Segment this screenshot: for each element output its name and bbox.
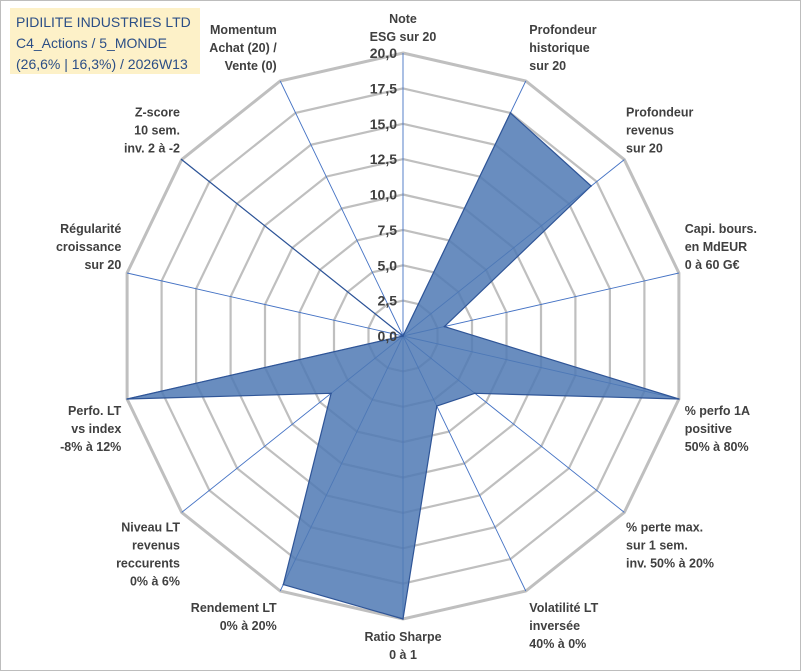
- axis-label-13: Momentum Achat (20) / Vente (0): [209, 23, 277, 73]
- data-point-8: [282, 583, 285, 586]
- tick-label: 2,5: [378, 293, 398, 309]
- tick-label: 7,5: [378, 222, 398, 238]
- axis-label-12: Z-score 10 sem. inv. 2 à -2: [124, 106, 180, 156]
- info-box: PIDILITE INDUSTRIES LTD C4_Actions / 5_M…: [10, 8, 200, 74]
- tick-label: 17,5: [370, 80, 397, 96]
- series-layer: [126, 112, 680, 620]
- axis-label-6: Volatilité LT inversée 40% à 0%: [529, 601, 598, 651]
- series-area: [126, 112, 680, 620]
- data-point-2: [590, 185, 592, 187]
- data-point-6: [436, 405, 438, 407]
- axis-spoke-3: [402, 272, 680, 337]
- performance-week-label: (26,6% | 16,3%) / 2026W13: [16, 56, 188, 72]
- axis-label-8: Rendement LT 0% à 20%: [191, 601, 277, 633]
- axis-spoke-11: [126, 272, 404, 337]
- axis-label-1: Profondeur historique sur 20: [529, 23, 596, 73]
- axis-label-2: Profondeur revenus sur 20: [626, 106, 693, 156]
- axis-label-layer: Note ESG sur 20 Profondeur historique sur 20…: [56, 12, 757, 662]
- axis-label-9: Niveau LT revenus reccurents 0% à 6%: [116, 520, 180, 588]
- tick-label: 20,0: [370, 45, 397, 61]
- data-point-10: [126, 398, 128, 400]
- company-name: PIDILITE INDUSTRIES LTD: [16, 14, 191, 30]
- tick-label: 5,0: [378, 257, 398, 273]
- axis-label-0: Note ESG sur 20: [370, 12, 437, 44]
- data-point-1: [509, 112, 512, 114]
- data-point-12: [180, 158, 183, 161]
- axis-label-7: Ratio Sharpe 0 à 1: [364, 630, 441, 662]
- tick-label: 10,0: [370, 187, 397, 203]
- tick-label: 0,0: [378, 328, 398, 344]
- axis-label-11: Régularité croissance sur 20: [56, 222, 121, 272]
- data-point-5: [474, 392, 476, 395]
- axis-label-5: % perte max. sur 1 sem. inv. 50% à 20%: [626, 520, 714, 570]
- axis-label-10: Perfo. LT vs index -8% à 12%: [60, 404, 122, 454]
- axis-label-3: Capi. bours. en MdEUR 0 à 60 G€: [685, 222, 757, 272]
- data-point-13: [402, 335, 404, 337]
- data-point-9: [330, 392, 332, 395]
- data-point-3: [443, 325, 446, 328]
- data-point-7: [402, 618, 404, 620]
- axis-label-4: % perfo 1A positive 50% à 80%: [685, 404, 750, 454]
- data-point-4: [678, 398, 680, 400]
- tick-label: 12,5: [370, 151, 397, 167]
- tick-label: 15,0: [370, 116, 397, 132]
- axis-spoke-13: [279, 80, 404, 337]
- tick-layer: 0,0 2,5 5,0 7,5 10,0 12,5 15,0 17,5 20,0: [370, 45, 397, 344]
- category-label: C4_Actions / 5_MONDE: [16, 35, 167, 51]
